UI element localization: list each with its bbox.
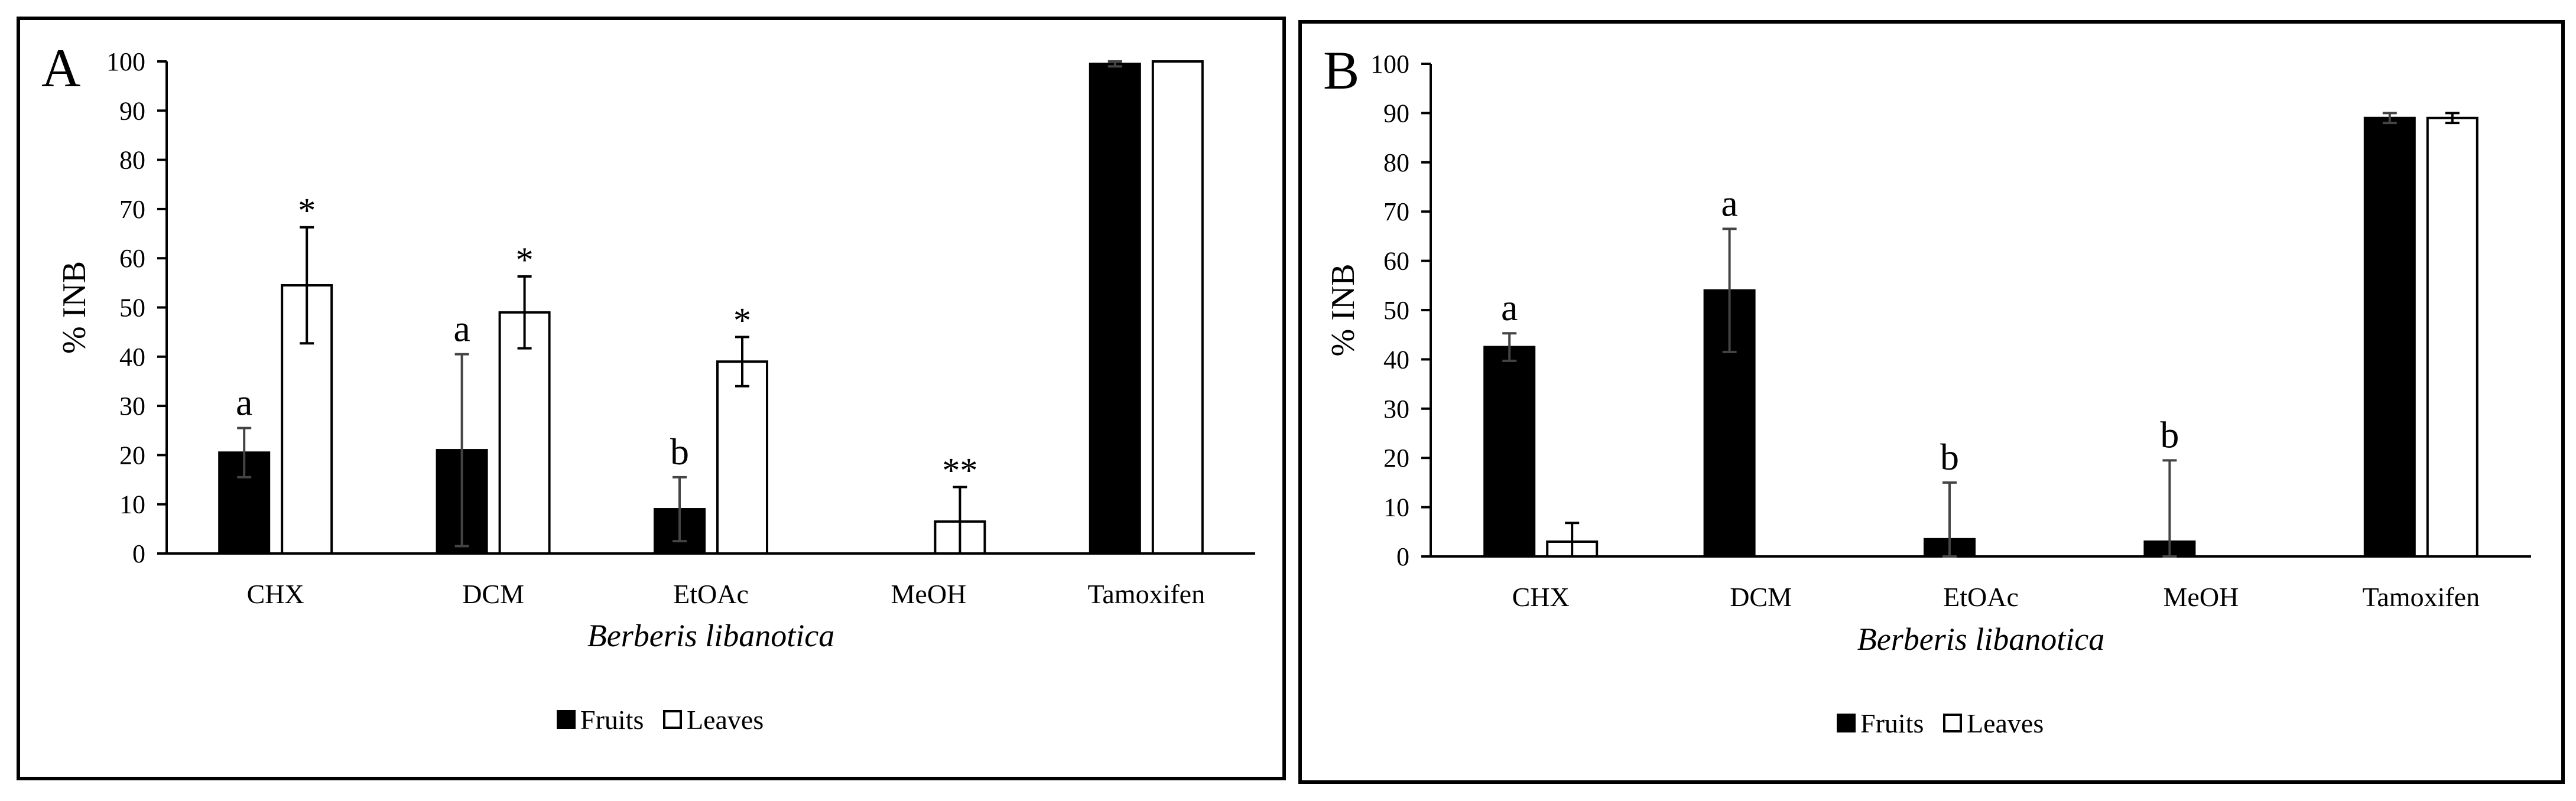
panel-label: B [1323,40,1359,100]
y-tick-label: 10 [1383,493,1409,522]
legend-label: Leaves [1967,708,2044,738]
x-axis-label: Berberis libanotica [1857,621,2104,657]
y-tick-label: 100 [1370,50,1409,79]
bar-fruits [1089,63,1141,555]
chart-a-svg: A 0 10 20 30 40 50 60 70 80 90 100 % INB CHX a * DCM a * Et… [41,38,1255,735]
x-tick-label: MeOH [891,579,967,609]
y-tick-label: 90 [1383,99,1409,128]
y-tick-label: 50 [119,294,145,323]
y-tick-label: 40 [119,343,145,372]
chart-panel-a: A 0 10 20 30 40 50 60 70 80 90 100 % INB CHX a * DCM a * Et… [17,17,1286,780]
y-tick-label: 100 [106,47,145,76]
x-axis-label: Berberis libanotica [587,618,834,653]
y-tick-label: 60 [119,244,145,273]
y-tick-label: 20 [119,441,145,470]
legend-swatch-leaves [1943,714,1962,732]
y-tick-label: 50 [1383,296,1409,325]
data-annotation: b [2160,413,2179,455]
y-axis-label: % INB [1325,263,1362,356]
legend-swatch-fruits [1837,714,1856,732]
y-tick-label: 40 [1383,345,1409,374]
data-annotation: a [236,382,252,424]
legend-swatch-fruits [557,710,576,729]
bar-leaves [716,360,768,555]
y-tick-label: 0 [132,539,145,568]
x-tick-label: DCM [1730,582,1792,612]
legend-label: Fruits [580,705,644,735]
x-tick-label: CHX [1512,582,1570,612]
y-tick-label: 70 [119,195,145,224]
chart-panel-b: B 0 10 20 30 40 50 60 70 80 90 100 % INB CHX a DCM a EtOA… [1298,20,2565,784]
legend-swatch-leaves [663,710,682,729]
x-tick-label: MeOH [2164,582,2239,612]
y-tick-label: 20 [1383,444,1409,473]
data-annotation: * [733,301,751,340]
chart-b-svg: B 0 10 20 30 40 50 60 70 80 90 100 % INB CHX a DCM a EtOA… [1323,40,2531,738]
y-tick-label: 90 [119,96,145,125]
data-annotation: ** [942,451,977,490]
legend-label: Fruits [1860,708,1924,738]
bar-fruits [2363,116,2416,558]
data-annotation: * [516,240,534,279]
x-tick-label: DCM [462,579,524,609]
y-tick-label: 10 [119,490,145,519]
bar-leaves [2426,116,2478,558]
data-annotation: b [1940,436,1959,478]
y-tick-label: 0 [1396,542,1409,571]
y-tick-label: 80 [1383,148,1409,177]
y-tick-label: 30 [119,392,145,421]
x-tick-label: Tamoxifen [2362,582,2480,612]
x-tick-label: EtOAc [673,579,749,609]
y-tick-label: 60 [1383,247,1409,276]
y-axis-label: % INB [56,261,93,354]
bar-fruits [218,451,271,555]
legend-label: Leaves [687,705,764,735]
data-annotation: b [670,431,689,473]
y-tick-label: 70 [1383,197,1409,226]
y-tick-label: 80 [119,146,145,175]
panel-label: A [41,38,80,98]
x-tick-label: EtOAc [1943,582,2019,612]
data-annotation: a [1721,182,1737,224]
x-tick-label: Tamoxifen [1087,579,1205,609]
y-tick-label: 30 [1383,395,1409,424]
data-annotation: * [298,191,316,230]
bar-fruits [1483,346,1536,558]
data-annotation: a [1501,286,1518,328]
data-annotation: a [453,308,470,350]
x-tick-label: CHX [247,579,304,609]
bar-leaves [1151,60,1204,555]
